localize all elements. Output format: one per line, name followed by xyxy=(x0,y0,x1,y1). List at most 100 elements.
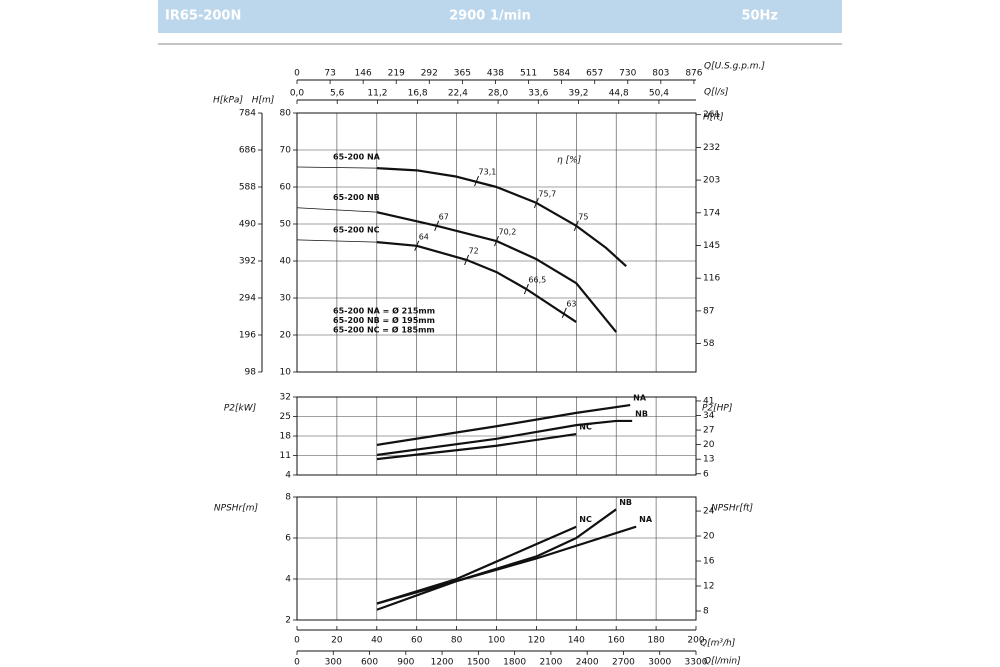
x-tick-label: 80 xyxy=(451,636,463,646)
frequency: 50Hz xyxy=(741,9,778,24)
efficiency-title: η [%] xyxy=(557,156,582,166)
y-tick-label: 10 xyxy=(280,368,292,378)
top-tick-label: 44,8 xyxy=(609,89,629,99)
kpa-tick-label: 784 xyxy=(239,109,256,119)
series-label: 65-200 NC xyxy=(333,225,380,234)
y-tick-label: 20 xyxy=(280,331,292,341)
curve xyxy=(376,432,577,461)
x-axis-label: Q[m³/h] xyxy=(700,639,736,649)
series-label: NA xyxy=(639,515,653,524)
y-axis-label: NPSHr[m] xyxy=(214,504,259,514)
efficiency-mark xyxy=(523,283,529,295)
curve xyxy=(376,167,627,267)
kpa-axis-label: H[kPa] xyxy=(213,96,243,106)
x2-tick-label: 0 xyxy=(294,658,300,667)
kpa-tick-label: 588 xyxy=(239,183,256,193)
efficiency-mark xyxy=(434,220,440,232)
top-tick-label: 438 xyxy=(487,69,504,79)
x2-tick-label: 1200 xyxy=(431,658,454,667)
top-axis-label: Q[U.S.g.p.m.] xyxy=(704,62,765,72)
y2-tick-label: 174 xyxy=(703,208,720,218)
x2-axis-label: Q[l/min] xyxy=(704,657,741,667)
efficiency-label: 75,7 xyxy=(538,189,556,198)
top-tick-label: 73 xyxy=(324,69,335,79)
y2-tick-label: 58 xyxy=(703,339,715,349)
series-label: NB xyxy=(635,409,648,418)
kpa-tick-label: 490 xyxy=(239,220,256,230)
x-tick-label: 120 xyxy=(528,636,545,646)
y-tick-label: 30 xyxy=(280,294,292,304)
series-label: NC xyxy=(579,515,592,524)
kpa-tick-label: 196 xyxy=(239,331,256,341)
series-label: 65-200 NB xyxy=(333,193,380,202)
efficiency-mark xyxy=(414,240,420,252)
kpa-tick-label: 686 xyxy=(239,146,256,156)
y-tick-label: 32 xyxy=(280,393,291,403)
efficiency-label: 73,1 xyxy=(479,168,497,177)
y2-tick-label: 16 xyxy=(703,557,715,567)
plot-frame xyxy=(296,396,697,476)
y2-tick-label: 87 xyxy=(703,306,714,316)
x-tick-label: 20 xyxy=(331,636,343,646)
top-tick-label: 28,0 xyxy=(488,89,508,99)
x2-tick-label: 2100 xyxy=(539,658,562,667)
top-tick-label: 5,6 xyxy=(330,89,345,99)
y2-tick-label: 12 xyxy=(703,582,714,592)
efficiency-mark xyxy=(533,197,539,209)
kpa-tick-label: 392 xyxy=(239,257,256,267)
x-tick-label: 180 xyxy=(648,636,665,646)
series-label: 65-200 NA xyxy=(333,153,381,162)
top-axis-label: Q[l/s] xyxy=(704,88,729,98)
y-tick-label: 70 xyxy=(280,146,292,156)
y-axis-label: H[m] xyxy=(252,96,275,106)
efficiency-label: 75 xyxy=(578,212,588,221)
x-tick-label: 100 xyxy=(488,636,505,646)
y-tick-label: 4 xyxy=(285,575,291,585)
plot-frame xyxy=(296,496,697,621)
top-tick-label: 219 xyxy=(388,69,405,79)
curve-lead xyxy=(296,239,377,243)
curve xyxy=(376,525,637,611)
y2-tick-label: 13 xyxy=(703,455,714,465)
speed: 2900 1/min xyxy=(449,9,531,24)
note: 65-200 NA = Ø 215mm xyxy=(333,306,435,316)
y2-tick-label: 261 xyxy=(703,110,720,120)
x2-tick-label: 2700 xyxy=(612,658,635,667)
y-tick-label: 4 xyxy=(285,471,291,481)
x-tick-label: 0 xyxy=(294,636,300,646)
top-tick-label: 33,6 xyxy=(528,89,548,99)
y2-tick-label: 34 xyxy=(703,411,715,421)
y-tick-label: 8 xyxy=(285,493,291,503)
y-tick-label: 40 xyxy=(280,257,292,267)
x2-tick-label: 600 xyxy=(361,658,378,667)
y2-axis-label: P2[HP] xyxy=(702,404,733,414)
series-label: NB xyxy=(619,498,632,507)
curve xyxy=(376,419,633,457)
y2-tick-label: 20 xyxy=(703,532,715,542)
y2-tick-label: 116 xyxy=(703,274,720,284)
x2-tick-label: 1800 xyxy=(503,658,526,667)
y-tick-label: 80 xyxy=(280,109,292,119)
efficiency-label: 72 xyxy=(469,246,479,255)
efficiency-mark xyxy=(494,235,499,247)
y-axis-label: P2[kW] xyxy=(224,404,257,414)
y2-tick-label: 145 xyxy=(703,241,720,251)
y2-tick-label: 41 xyxy=(703,396,714,406)
efficiency-mark xyxy=(464,254,470,266)
y-tick-label: 25 xyxy=(280,412,291,422)
curve-lead xyxy=(296,207,377,213)
y-tick-label: 60 xyxy=(280,183,292,193)
efficiency-label: 70,2 xyxy=(499,228,517,237)
top-tick-label: 511 xyxy=(520,69,537,79)
y2-axis-label: NPSHr[ft] xyxy=(711,504,754,514)
curve xyxy=(376,403,631,447)
x-tick-label: 160 xyxy=(608,636,625,646)
top-tick-label: 22,4 xyxy=(448,89,468,99)
top-tick-label: 0 xyxy=(294,69,300,79)
x-tick-label: 200 xyxy=(687,636,704,646)
top-tick-label: 876 xyxy=(685,69,702,79)
x2-tick-label: 2400 xyxy=(576,658,599,667)
x-tick-label: 140 xyxy=(568,636,585,646)
top-tick-label: 146 xyxy=(355,69,372,79)
